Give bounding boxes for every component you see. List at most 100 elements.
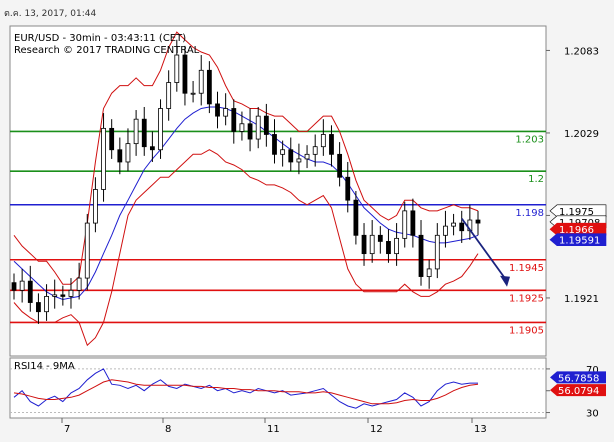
candle-body: [117, 149, 123, 163]
candle-body: [231, 108, 237, 132]
x-tick-label-4: 13: [474, 424, 487, 435]
candle-body: [288, 149, 294, 163]
level-label-0: 1.203: [515, 134, 544, 145]
rsi-value-tag-1: 56.0794: [550, 384, 606, 397]
level-label-1: 1.2: [528, 174, 544, 185]
price-tag-2: 1.1966: [549, 222, 607, 236]
price-tag-bg-0: [549, 204, 607, 218]
candle-body: [206, 69, 212, 105]
candle-body: [434, 234, 440, 270]
candle-body: [215, 103, 220, 117]
candle-body: [27, 280, 33, 303]
rsi-ma-line: [13, 379, 479, 405]
candle-body: [255, 115, 261, 140]
support-resistance-levels: 1.203 1.2 1.198 1.1945 1.1925 1.1905: [10, 130, 546, 336]
price-tag-label-0: 1.1975: [559, 207, 594, 218]
candle-body: [19, 280, 25, 291]
level-label-4: 1.1925: [509, 293, 544, 304]
candlesticks: [11, 39, 481, 324]
price-tag-0: 1.1975: [549, 204, 607, 218]
candle-body: [36, 302, 41, 313]
price-panel: [9, 25, 547, 357]
header-date: ต.ค. 13, 2017, 01:44: [4, 9, 97, 19]
arrow-shaft: [461, 217, 507, 281]
candle-body: [410, 210, 416, 236]
axes: 1.20831.20291.19751.19211.19751.197081.1…: [61, 46, 607, 435]
candle-body: [451, 222, 456, 227]
candle-body: [263, 115, 269, 135]
candle-body: [76, 277, 82, 291]
candle-body: [377, 234, 383, 242]
candle-body: [361, 234, 367, 255]
x-tick-label-1: 8: [165, 424, 171, 435]
price-tag-label-2: 1.1966: [559, 225, 594, 236]
rsi-value-tag-0: 56.7858: [550, 371, 606, 384]
candle-body: [394, 237, 399, 255]
rsi-title: RSI14 - 9MA: [14, 361, 75, 372]
candle-body: [312, 146, 318, 155]
y-tick-label-3: 1.1921: [564, 294, 599, 305]
level-label-3: 1.1945: [509, 263, 544, 274]
candle-body: [296, 158, 302, 163]
candle-body: [223, 108, 229, 117]
candle-body: [101, 127, 106, 190]
chart-subtitle: Research © 2017 TRADING CENTRAL: [14, 45, 200, 56]
candle-body: [402, 210, 408, 239]
price-tag-3: 1.19591: [549, 233, 607, 247]
rsi-value-tag-label-0: 56.7858: [558, 373, 599, 384]
candle-body: [475, 219, 481, 224]
candle-body: [11, 282, 17, 291]
candle-body: [52, 294, 58, 297]
upper-band: [13, 31, 479, 285]
lower-band: [13, 149, 479, 347]
candle-body: [272, 134, 277, 155]
candle-body: [329, 134, 334, 155]
y-tick-label-0: 1.2083: [564, 46, 599, 57]
candle-body: [320, 134, 326, 148]
rsi-value-tag-label-1: 56.0794: [558, 386, 599, 397]
candle-body: [149, 146, 155, 151]
bollinger-bands: [13, 31, 479, 347]
level-label-2: 1.198: [515, 208, 544, 219]
candle-body: [182, 54, 188, 94]
candle-body: [280, 149, 286, 155]
rsi-line: [13, 368, 478, 409]
candle-body: [386, 241, 391, 255]
price-tag-bg-3: [549, 233, 607, 247]
candle-body: [174, 54, 180, 83]
candle-body: [369, 234, 375, 255]
rsi-lines: [10, 368, 546, 414]
candle-body: [68, 289, 74, 297]
price-tag-label-3: 1.19591: [559, 236, 600, 247]
rsi-value-tag-bg-1: [550, 384, 606, 397]
candle-body: [133, 118, 139, 145]
candle-body: [198, 69, 204, 94]
candle-body: [141, 118, 147, 148]
candle-body: [239, 123, 245, 132]
x-tick-label-0: 7: [64, 424, 70, 435]
rsi-panel: [9, 357, 547, 419]
candle-body: [426, 268, 432, 277]
arrow-head: [500, 275, 510, 287]
candle-body: [93, 189, 98, 224]
candle-body: [345, 176, 351, 201]
candle-body: [353, 199, 359, 236]
forecast-arrow: [461, 217, 510, 287]
candle-body: [418, 234, 424, 277]
rsi-value-tag-bg-0: [550, 371, 606, 384]
candle-body: [190, 92, 196, 95]
candle-body: [166, 82, 172, 109]
candle-body: [60, 294, 66, 297]
candle-body: [158, 108, 163, 151]
moving-average: [13, 106, 479, 301]
candle-body: [44, 296, 49, 313]
candle-body: [247, 123, 253, 140]
rsi-tick-label-2: 30: [586, 409, 599, 420]
price-tag-bg-2: [549, 222, 607, 236]
y-tick-label-1: 1.2029: [564, 129, 599, 140]
candle-body: [304, 153, 310, 160]
candle-body: [459, 222, 465, 232]
candle-body: [125, 143, 131, 163]
candle-body: [84, 222, 90, 279]
